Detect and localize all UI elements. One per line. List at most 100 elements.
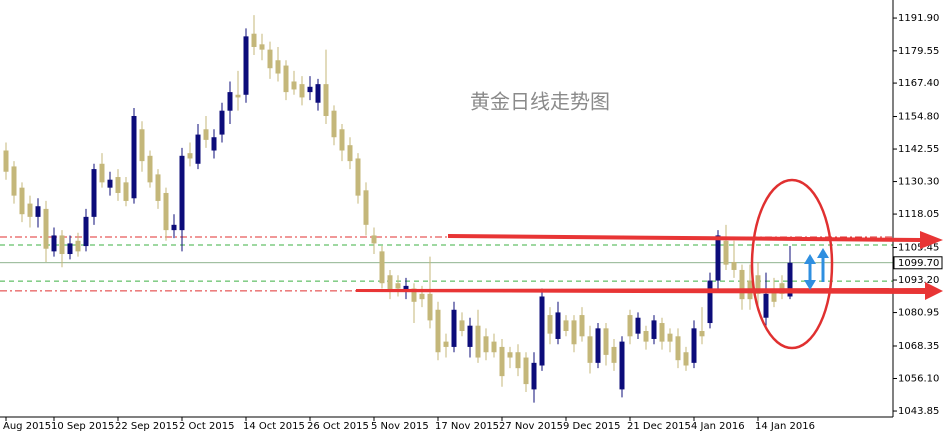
candle-body: [755, 275, 761, 294]
candle-body: [211, 137, 217, 151]
candle-body: [83, 216, 89, 247]
x-tick-label: 27 Nov 2015: [499, 421, 563, 432]
candle-body: [603, 328, 609, 355]
y-tick-label: 1118.05: [898, 209, 939, 220]
candle-body: [659, 323, 665, 342]
resistance-arrow: [448, 231, 943, 249]
candle-body: [419, 293, 425, 300]
candle-body: [547, 315, 553, 334]
x-tick-label: 5 Nov 2015: [371, 421, 429, 432]
highlight-ellipse: [750, 178, 834, 350]
y-tick-label: 1179.55: [898, 46, 939, 57]
candle-body: [227, 92, 233, 111]
candle-body: [787, 262, 793, 297]
candle-body: [59, 235, 65, 255]
arrow-head: [817, 248, 829, 258]
candle-body: [27, 203, 33, 217]
candle-body: [515, 352, 521, 369]
candle-body: [243, 36, 249, 95]
x-tick-label: 9 Dec 2015: [563, 421, 621, 432]
candle-body: [459, 320, 465, 331]
candle-body: [707, 280, 713, 324]
candle-body: [299, 84, 305, 98]
watermark-title: 黄金日线走势图: [470, 90, 610, 114]
candle-body: [499, 346, 505, 377]
candle-body: [611, 346, 617, 363]
candle-body: [139, 129, 145, 162]
candle-body: [427, 293, 433, 321]
candle-body: [171, 224, 177, 231]
candle-body: [107, 179, 113, 188]
candle-body: [67, 243, 73, 255]
candle-body: [43, 208, 49, 249]
y-tick-label: 1154.80: [898, 112, 939, 123]
candle-body: [379, 251, 385, 284]
candle-body: [483, 336, 489, 353]
candle-body: [643, 330, 649, 342]
candle-body: [491, 341, 497, 353]
candle-body: [291, 81, 297, 90]
candle-body: [99, 163, 105, 183]
candle-body: [91, 169, 97, 217]
y-tick-label: 1167.40: [898, 78, 939, 89]
candle-body: [451, 309, 457, 347]
candle-body: [587, 336, 593, 363]
x-tick-label: 4 Jan 2016: [691, 421, 745, 432]
y-tick-label: 1043.85: [898, 406, 939, 417]
candle-body: [539, 296, 545, 366]
candle-body: [531, 362, 537, 390]
candle-body: [315, 84, 321, 103]
candle-body: [11, 166, 17, 196]
x-tick-label: 2 Oct 2015: [179, 421, 234, 432]
candle-body: [155, 174, 161, 201]
candle-body: [627, 315, 633, 337]
candle-body: [595, 328, 601, 363]
candle-body: [619, 341, 625, 390]
y-tick-label: 1068.35: [898, 341, 939, 352]
candle-body: [443, 341, 449, 347]
candle-body: [283, 65, 289, 93]
candle-body: [387, 275, 393, 292]
x-tick-label: 17 Nov 2015: [435, 421, 499, 432]
candle-body: [667, 333, 673, 342]
candle-body: [123, 182, 129, 201]
y-tick-label: 1105.45: [898, 243, 939, 254]
x-tick-label: 10 Sep 2015: [51, 421, 114, 432]
candle-body: [179, 155, 185, 231]
candle-body: [35, 206, 41, 217]
plot-area: [0, 15, 893, 403]
x-tick-label: 21 Dec 2015: [627, 421, 691, 432]
candle-body: [163, 192, 169, 231]
last-price-label: 1099.70: [898, 258, 939, 269]
candle-body: [523, 357, 529, 385]
candle-body: [435, 309, 441, 353]
candle-body: [723, 240, 729, 265]
candle-body: [275, 60, 281, 74]
candle-body: [475, 325, 481, 358]
candle-body: [403, 285, 409, 292]
blue-arrows: [804, 248, 829, 290]
x-tick-label: 26 Oct 2015: [307, 421, 369, 432]
candle-body: [683, 352, 689, 366]
candle-body: [675, 336, 681, 361]
candle-body: [635, 317, 641, 334]
candle-body: [691, 328, 697, 363]
y-tick-label: 1130.30: [898, 177, 939, 188]
candle-body: [395, 283, 401, 289]
candle-body: [187, 153, 193, 159]
candle-body: [467, 325, 473, 347]
candle-body: [579, 315, 585, 337]
candle-body: [19, 187, 25, 215]
candle-body: [131, 115, 137, 199]
candle-body: [331, 110, 337, 138]
annotations: [356, 178, 943, 350]
candle-body: [563, 320, 569, 331]
candle-body: [259, 44, 265, 50]
candle-body: [267, 49, 273, 69]
candle-body: [147, 155, 153, 183]
candle-body: [763, 293, 769, 318]
candle-body: [507, 352, 513, 358]
arrow-head: [804, 280, 816, 290]
